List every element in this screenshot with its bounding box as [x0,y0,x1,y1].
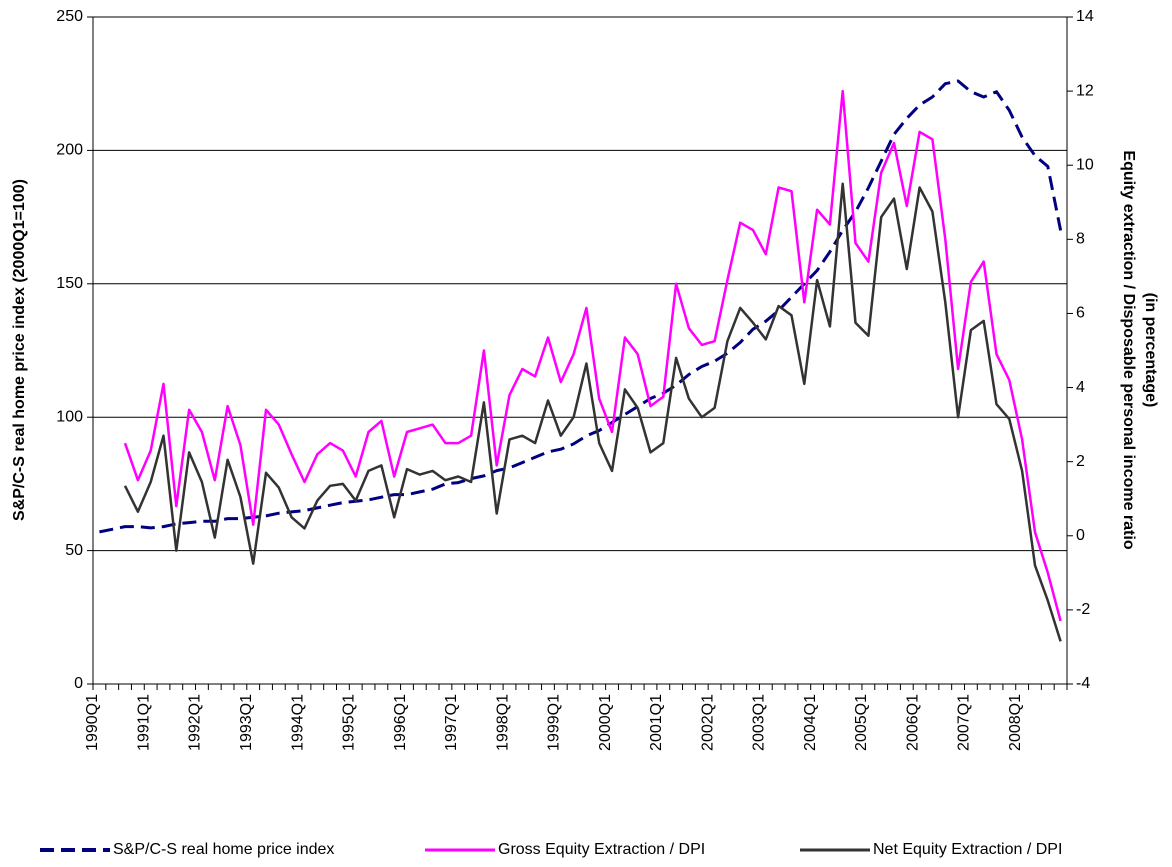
y-tick-label: 50 [65,542,83,559]
y2-tick-label: 2 [1076,453,1085,470]
x-tick-label: 1998Q1 [494,694,511,751]
series-line [99,79,1063,534]
x-tick-label: 1995Q1 [341,694,358,751]
x-tick-label: 1999Q1 [546,694,563,751]
x-tick-label: 1990Q1 [84,694,101,751]
y-tick-label: 250 [56,8,83,25]
x-tick-label: 2007Q1 [956,694,973,751]
y2-tick-label: 6 [1076,305,1085,322]
x-tick-label: 2008Q1 [1007,694,1024,751]
x-tick-label: 2005Q1 [853,694,870,751]
x-tick-label: 1996Q1 [392,694,409,751]
legend-label: Net Equity Extraction / DPI [873,841,1062,858]
y2-tick-label: -2 [1076,601,1090,618]
x-tick-label: 2000Q1 [597,694,614,751]
y-tick-label: 150 [56,275,83,292]
x-tick-label: 2003Q1 [751,694,768,751]
y-axis-title: S&P/C-S real home price index (2000Q1=10… [11,179,28,521]
x-tick-label: 2006Q1 [904,694,921,751]
y-tick-label: 200 [56,142,83,159]
y2-tick-label: 12 [1076,82,1094,99]
x-tick-label: 1993Q1 [238,694,255,751]
y2-axis-title: (in percentage) [1142,293,1159,408]
legend-label: Gross Equity Extraction / DPI [498,841,705,858]
y2-tick-label: 10 [1076,156,1094,173]
x-tick-label: 2002Q1 [699,694,716,751]
series-line [123,182,1062,642]
y-tick-label: 0 [74,675,83,692]
y2-tick-label: 4 [1076,379,1085,396]
x-tick-label: 1991Q1 [135,694,152,751]
y2-tick-label: 8 [1076,231,1085,248]
y2-tick-label: -4 [1076,675,1090,692]
x-tick-label: 1994Q1 [289,694,306,751]
x-tick-label: 2001Q1 [648,694,665,751]
x-tick-label: 2004Q1 [802,694,819,751]
x-tick-label: 1992Q1 [187,694,204,751]
legend-label: S&P/C-S real home price index [113,841,334,858]
y2-tick-label: 14 [1076,8,1094,25]
y2-axis-title: Equity extraction / Disposable personal … [1120,150,1137,549]
x-tick-label: 1997Q1 [443,694,460,751]
y-tick-label: 100 [56,408,83,425]
series-line [123,89,1062,622]
y2-tick-label: 0 [1076,527,1085,544]
